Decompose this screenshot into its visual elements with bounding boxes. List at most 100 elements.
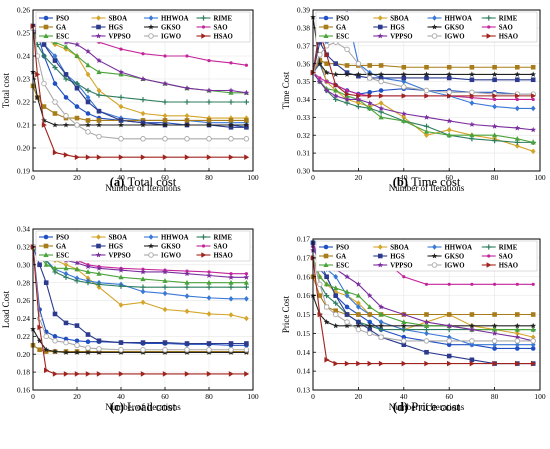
data-point-vppso xyxy=(228,87,234,93)
data-point-gkso xyxy=(316,60,323,67)
data-point-vppso xyxy=(206,272,212,278)
data-point-esc xyxy=(333,285,339,291)
data-point-rime xyxy=(355,104,361,110)
data-point-sao xyxy=(493,282,497,286)
data-point-hgs xyxy=(41,42,47,47)
series-gkso xyxy=(310,14,537,77)
data-point-igwo xyxy=(367,330,373,337)
legend-label: ESC xyxy=(56,33,69,40)
data-point-igwo xyxy=(323,304,330,310)
data-point-hsao xyxy=(118,371,124,377)
data-point-hhwoa xyxy=(333,273,339,280)
y-tick-label: 0.15 xyxy=(297,329,310,338)
legend: PSO SBOA HHWOA RIME GA HGS GKSO SAO ESC VPPSO IGWO… xyxy=(35,11,251,43)
data-point-igwo xyxy=(206,347,212,353)
legend-entry-rime: RIME xyxy=(481,15,518,22)
legend-marker xyxy=(323,15,329,21)
data-point-ga xyxy=(356,312,361,317)
legend-label: VPPSO xyxy=(390,33,412,40)
data-point-gkso xyxy=(63,349,69,355)
data-point-sboa xyxy=(530,148,536,155)
legend-marker xyxy=(323,33,329,38)
x-tick-label: 0 xyxy=(31,392,35,401)
data-point-igwo xyxy=(43,333,49,340)
data-point-hgs xyxy=(206,341,212,346)
legend-entry-sboa: SBOA xyxy=(91,15,127,22)
legend: PSO SBOA HHWOA RIME GA HGS GKSO SAO ESC VPPSO IGWO… xyxy=(315,240,538,272)
data-point-vppso xyxy=(423,114,430,120)
legend-label: HGS xyxy=(390,24,405,31)
legend-label: ESC xyxy=(56,252,69,259)
x-tick-label: 80 xyxy=(205,392,213,401)
legend-label: SAO xyxy=(499,24,513,31)
data-point-esc xyxy=(52,265,58,271)
data-point-sboa xyxy=(184,308,190,315)
y-tick-label: 0.32 xyxy=(297,131,310,140)
data-point-gkso xyxy=(378,71,384,77)
legend-entry-sao: SAO xyxy=(196,24,227,31)
data-point-hsao xyxy=(206,371,212,377)
data-point-esc xyxy=(140,276,146,282)
data-point-igwo xyxy=(184,347,190,353)
data-point-esc xyxy=(423,128,430,134)
data-point-ga xyxy=(401,64,407,70)
data-point-igwo xyxy=(206,136,212,142)
data-point-esc xyxy=(367,105,373,111)
data-point-hgs xyxy=(74,323,80,328)
data-point-esc xyxy=(85,62,91,68)
data-point-igwo xyxy=(74,342,80,349)
data-point-gkso xyxy=(491,71,498,77)
legend-marker xyxy=(323,24,329,30)
data-point-hsao xyxy=(52,149,58,156)
data-point-hsao xyxy=(96,371,102,377)
data-point-igwo xyxy=(332,311,339,318)
data-point-hgs xyxy=(37,262,42,268)
data-point-hsao xyxy=(184,371,190,377)
legend-label: ESC xyxy=(336,262,349,269)
x-tick-label: 100 xyxy=(534,173,546,182)
data-point-hsao xyxy=(515,93,521,99)
data-point-sboa xyxy=(52,41,58,48)
data-point-igwo xyxy=(491,338,498,344)
data-point-hsao xyxy=(244,371,250,377)
y-tick-label: 0.16 xyxy=(297,272,310,281)
data-point-esc xyxy=(206,279,212,285)
x-tick-label: 20 xyxy=(355,173,363,182)
panel-caption: (d) Price cost xyxy=(393,400,461,414)
data-point-sao xyxy=(229,272,233,276)
data-point-gkso xyxy=(446,71,453,77)
x-tick-label: 100 xyxy=(534,392,546,401)
data-point-sboa xyxy=(401,114,407,121)
legend-entry-sao: SAO xyxy=(481,253,513,260)
data-point-sao xyxy=(345,88,349,93)
legend-label: IGWO xyxy=(161,33,181,40)
legend-label: HSAO xyxy=(499,33,518,40)
data-point-hgs xyxy=(356,319,361,325)
data-point-sboa xyxy=(63,261,69,268)
data-point-igwo xyxy=(423,87,430,94)
data-point-hsao xyxy=(140,371,146,377)
data-point-sao xyxy=(531,282,535,286)
data-point-esc xyxy=(85,269,91,274)
data-point-sboa xyxy=(424,132,429,139)
legend-entry-hhwoa: HHWOA xyxy=(427,15,472,22)
legend-marker xyxy=(323,262,329,267)
legend-label: HGS xyxy=(109,24,124,31)
data-point-rime xyxy=(41,53,47,59)
data-point-vppso xyxy=(96,265,102,271)
data-point-igwo xyxy=(355,326,362,333)
data-point-rime xyxy=(162,99,168,105)
data-point-rime xyxy=(85,280,91,286)
data-point-ga xyxy=(515,312,520,317)
data-point-esc xyxy=(446,132,452,138)
legend-label: SBOA xyxy=(390,244,409,251)
x-tick-label: 0 xyxy=(311,173,315,182)
y-tick-label: 0.24 xyxy=(17,52,30,61)
data-point-vppso xyxy=(446,117,453,124)
data-point-pso xyxy=(52,81,58,86)
legend-entry-hsao: HSAO xyxy=(196,252,233,259)
legend-marker xyxy=(148,33,154,39)
y-tick-label: 0.20 xyxy=(17,350,30,359)
data-point-igwo xyxy=(162,347,168,353)
data-point-hgs xyxy=(43,280,49,285)
